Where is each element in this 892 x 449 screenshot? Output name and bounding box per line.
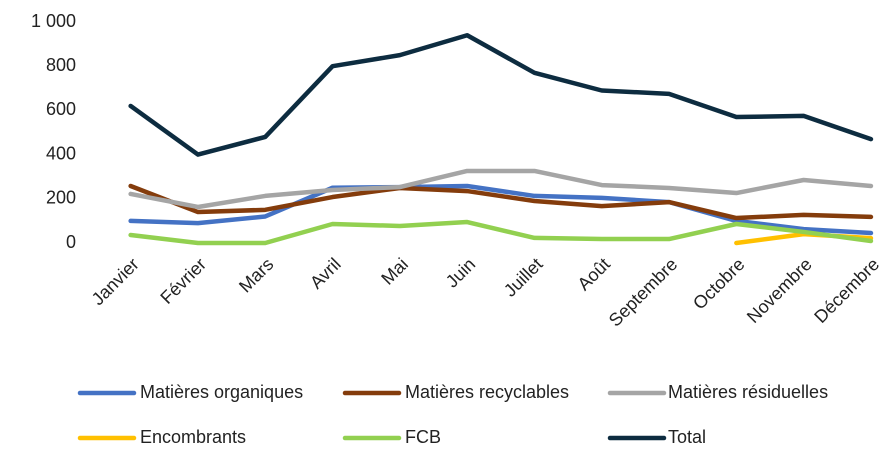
legend-label: FCB (405, 427, 441, 447)
x-tick-label: Novembre (743, 254, 816, 327)
x-tick-label: Décembre (810, 254, 883, 327)
x-tick-label: Janvier (88, 254, 143, 309)
series-line (128, 183, 874, 236)
legend-label: Total (668, 427, 706, 447)
y-tick-label: 800 (46, 55, 76, 75)
x-tick-label: Avril (306, 254, 345, 293)
series-line (128, 168, 874, 210)
series-line (128, 219, 874, 246)
legend-label: Matières organiques (140, 382, 303, 402)
legend-label: Encombrants (140, 427, 246, 447)
series-line (128, 183, 874, 221)
x-tick-label: Juillet (500, 254, 547, 301)
x-tick-label: Mars (235, 254, 277, 296)
x-tick-label: Juin (442, 254, 479, 291)
x-tick-label: Mai (377, 254, 412, 289)
series-line (128, 33, 874, 157)
x-tick-label: Octobre (689, 254, 748, 313)
x-tick-label: Septembre (605, 254, 681, 330)
x-tick-label: Août (574, 254, 614, 294)
y-tick-label: 0 (66, 232, 76, 252)
legend-label: Matières recyclables (405, 382, 569, 402)
x-tick-label: Février (156, 254, 210, 308)
y-tick-label: 400 (46, 143, 76, 163)
y-tick-label: 600 (46, 99, 76, 119)
legend-label: Matières résiduelles (668, 382, 828, 402)
y-tick-label: 1 000 (31, 11, 76, 31)
y-tick-label: 200 (46, 188, 76, 208)
